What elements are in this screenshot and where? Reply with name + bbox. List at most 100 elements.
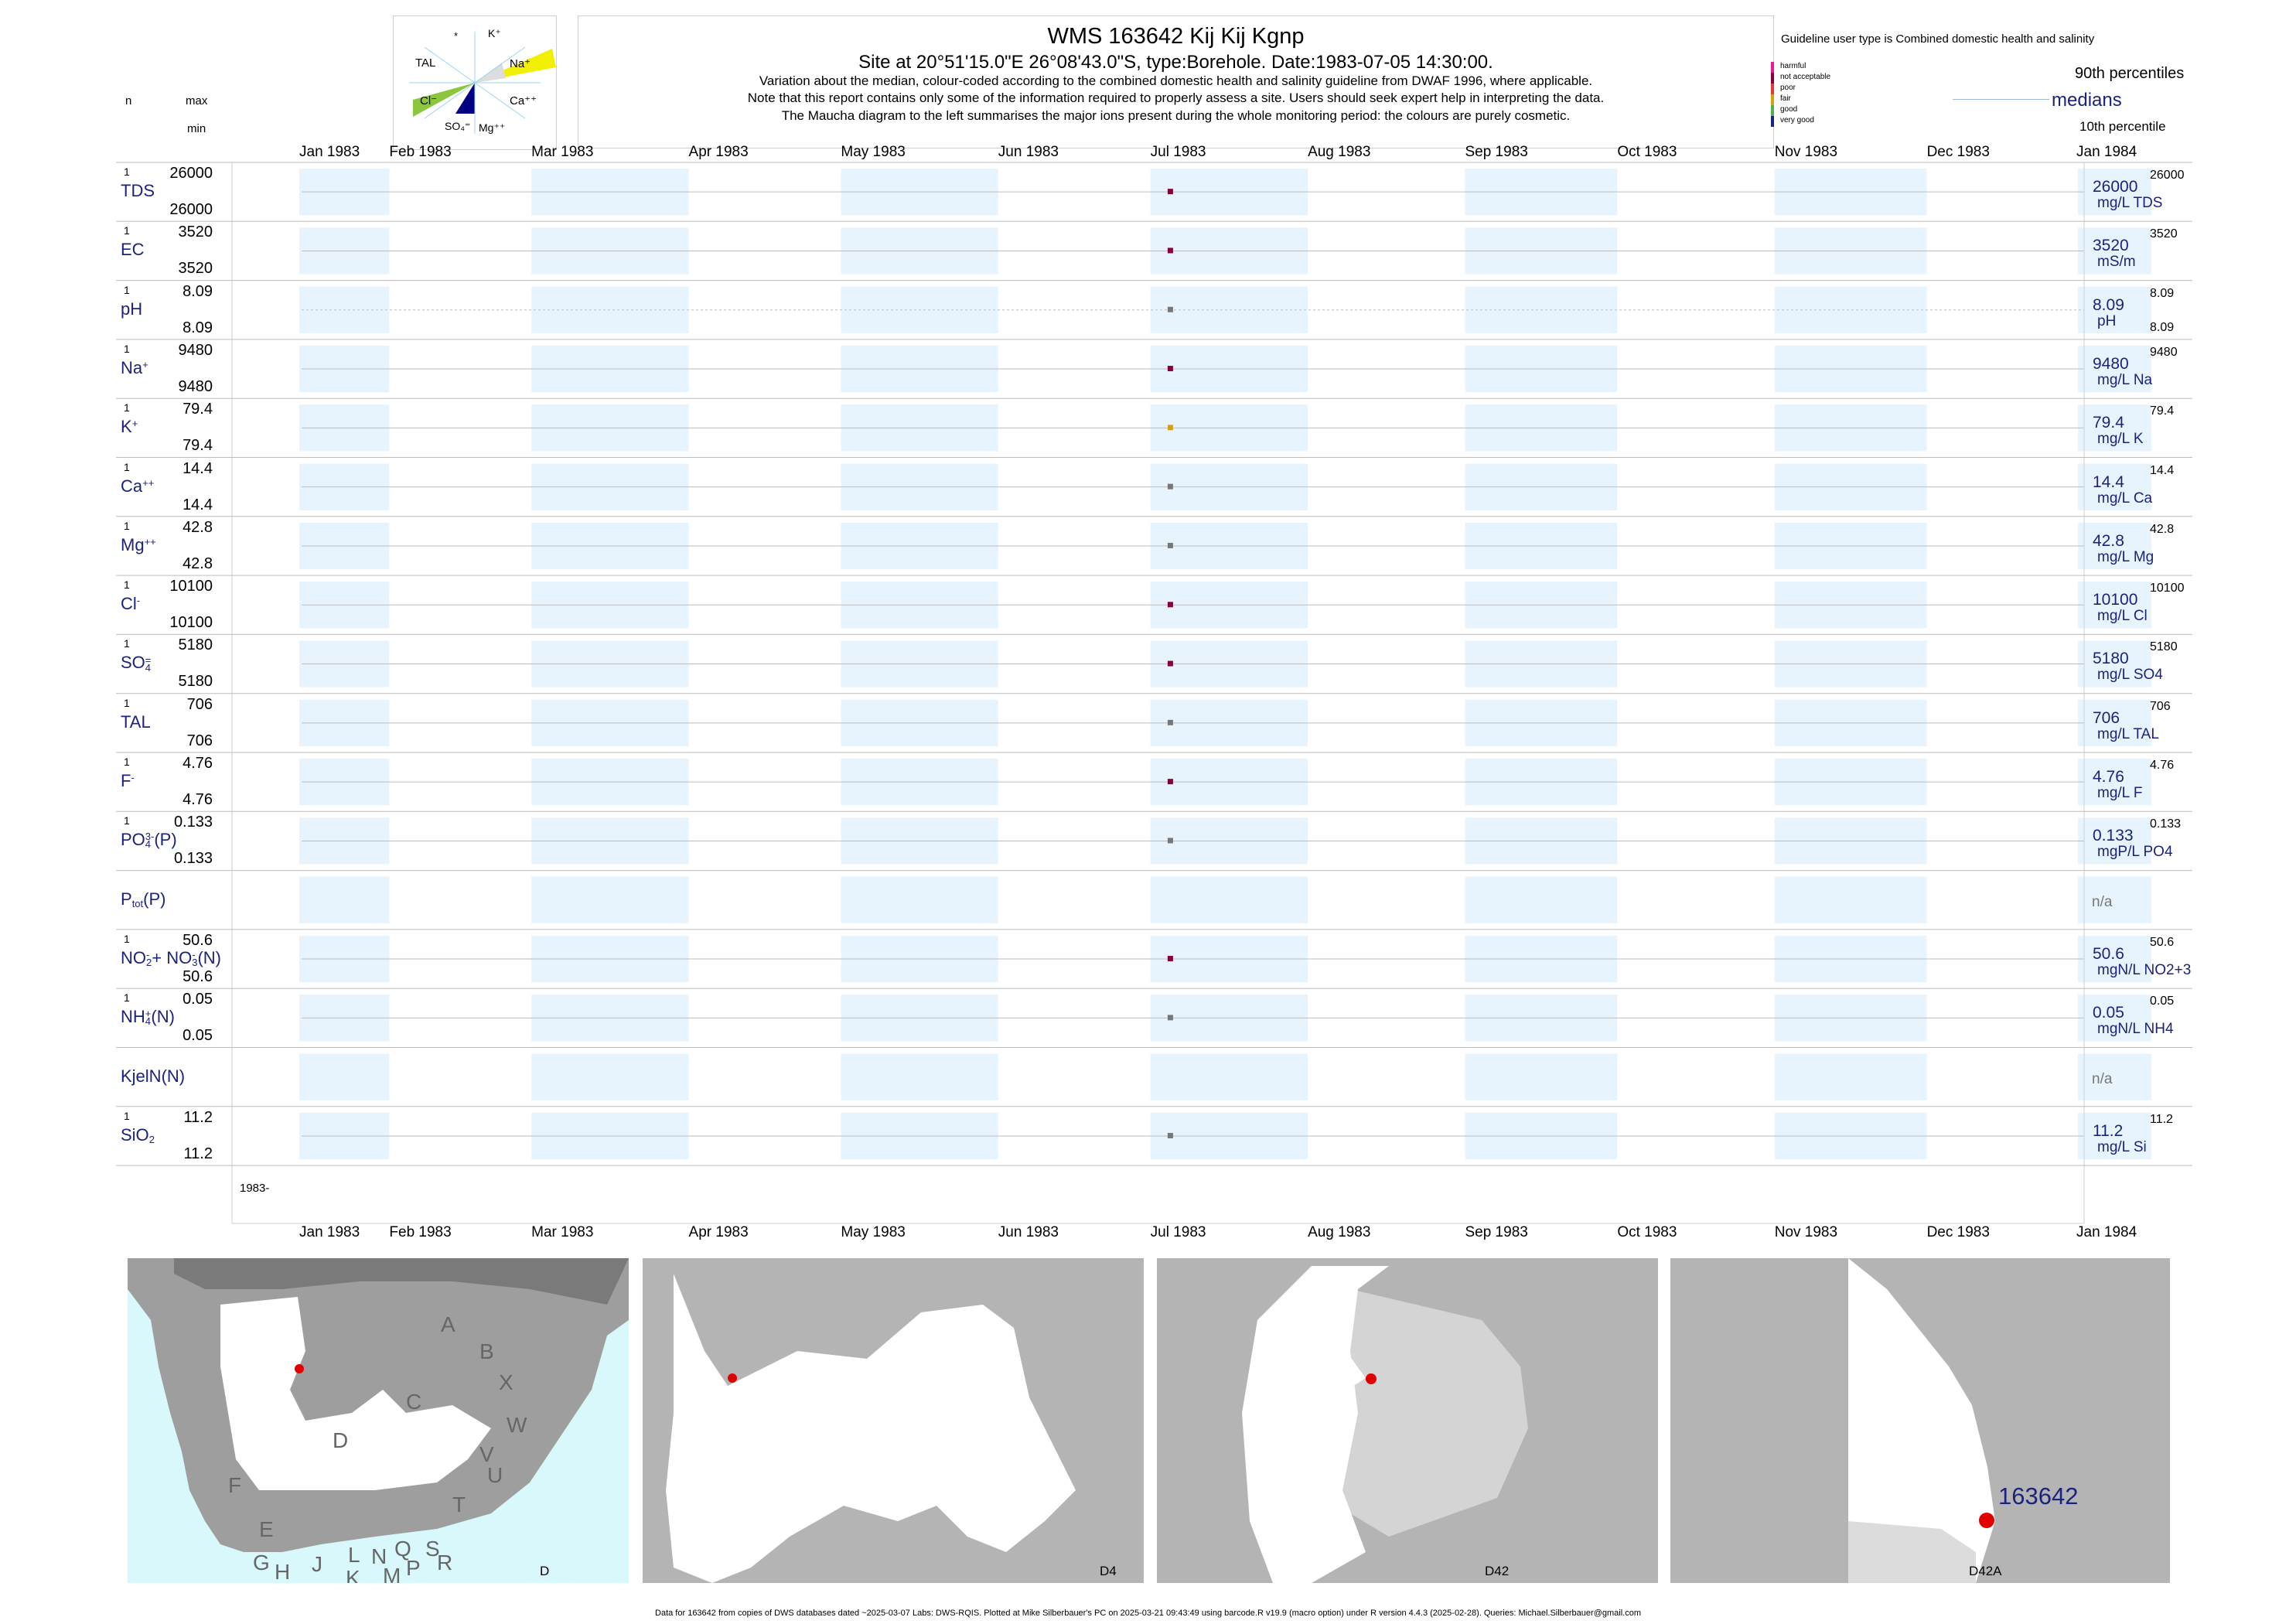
map-region-letter: K <box>346 1566 360 1583</box>
parameter-label: K+ <box>121 417 138 437</box>
map-d42-label: D42 <box>1485 1564 1510 1578</box>
na-label: n/a <box>2092 1070 2113 1087</box>
max-value: 5180 <box>178 636 213 654</box>
report-title: WMS 163642 Kij Kij Kgnp <box>1047 24 1305 49</box>
n-count: 1 <box>124 224 130 237</box>
month-band <box>841 876 998 923</box>
month-band <box>2078 817 2151 865</box>
p10-value: 8.09 <box>2150 320 2175 334</box>
n-count: 1 <box>124 519 130 532</box>
median-value: 11.2 <box>2093 1121 2124 1140</box>
map-region-letter: S <box>425 1537 440 1561</box>
max-value: 9480 <box>178 341 213 359</box>
maucha-label-star: * <box>454 30 459 42</box>
max-value: 0.133 <box>173 814 213 831</box>
map-region-letter: V <box>479 1442 494 1466</box>
data-point <box>1167 483 1173 490</box>
min-value: 50.6 <box>183 967 213 985</box>
month-band <box>2078 463 2151 510</box>
map-region-letter: Q <box>394 1537 411 1561</box>
maucha-label-k: K⁺ <box>488 27 501 39</box>
report-note-1: Variation about the median, colour-coded… <box>759 73 1593 88</box>
parameter-label: TAL <box>121 711 151 732</box>
x-tick-label-bottom: Jul 1983 <box>1150 1224 1206 1240</box>
x-tick-label-bottom: Mar 1983 <box>531 1224 594 1240</box>
data-point <box>1167 1132 1173 1138</box>
median-value: 79.4 <box>2093 414 2124 432</box>
x-tick-label-top: Jan 1984 <box>2076 144 2137 160</box>
median-value: 9480 <box>2093 354 2129 373</box>
n-count: 1 <box>124 401 130 415</box>
unit-label: mg/L K <box>2097 431 2144 448</box>
month-band <box>2078 404 2151 452</box>
data-point <box>1167 602 1173 608</box>
data-point <box>1167 719 1173 725</box>
map-region-letter: X <box>499 1370 513 1394</box>
maucha-diagram: * K⁺ Na⁺ Ca⁺⁺ Mg⁺⁺ SO₄⁼ Cl⁻ TAL <box>393 15 557 150</box>
max-value: 706 <box>186 695 213 713</box>
legend-n: n <box>125 94 132 107</box>
unit-label: mS/m <box>2097 254 2136 271</box>
legend-median-line <box>1953 99 2049 100</box>
x-tick-label-top: Jul 1983 <box>1150 144 1206 160</box>
max-value: 26000 <box>169 165 213 182</box>
map-region-letter: G <box>253 1551 270 1575</box>
parameter-label: pH <box>121 299 143 319</box>
median-value: 3520 <box>2093 237 2129 255</box>
legend-min: min <box>187 122 206 135</box>
maucha-label-ca: Ca⁺⁺ <box>510 94 537 107</box>
unit-label: mgN/L NO2+3 <box>2097 961 2192 978</box>
guideline-category-label: poor <box>1780 84 1796 92</box>
month-band <box>299 876 390 923</box>
x-tick-label-top: Nov 1983 <box>1774 144 1838 160</box>
report-note-2: Note that this report contains only some… <box>747 90 1605 105</box>
data-point <box>1167 306 1173 312</box>
month-band <box>1150 1053 1308 1100</box>
guideline-category-label: not acceptable <box>1780 73 1831 81</box>
x-tick-label-top: Oct 1983 <box>1617 144 1677 160</box>
x-tick-label-bottom: Nov 1983 <box>1774 1224 1838 1240</box>
map-region-letter: M <box>383 1564 401 1583</box>
data-point <box>1167 189 1173 195</box>
guideline-title: Guideline user type is Combined domestic… <box>1781 32 2095 46</box>
max-value: 3520 <box>178 223 213 241</box>
month-band <box>2078 995 2151 1042</box>
month-band <box>1465 876 1618 923</box>
guideline-swatch-3 <box>1771 94 1774 105</box>
month-band <box>531 876 689 923</box>
x-tick-label-bottom: Feb 1983 <box>389 1224 452 1240</box>
month-band <box>1465 1053 1618 1100</box>
unit-label: mgN/L NH4 <box>2097 1021 2174 1038</box>
n-count: 1 <box>124 578 130 592</box>
month-band <box>2078 759 2151 806</box>
map-region-letter: F <box>228 1473 242 1497</box>
map-region-letter: C <box>406 1390 422 1414</box>
month-band <box>1774 1053 1927 1100</box>
map-site-label: 163642 <box>1998 1482 2079 1510</box>
unit-label: mg/L Na <box>2097 371 2153 388</box>
x-tick-label-top: Jun 1983 <box>998 144 1059 160</box>
min-value: 8.09 <box>183 319 213 336</box>
unit-label: mg/L TAL <box>2097 725 2159 742</box>
parameter-label: P tot(P) <box>121 889 166 909</box>
x-tick-label-top: Mar 1983 <box>531 144 594 160</box>
parameter-label: PO3- 4 (P) <box>121 830 177 851</box>
maucha-svg <box>409 32 556 134</box>
min-value: 3520 <box>178 260 213 278</box>
x-tick-label-bottom: Sep 1983 <box>1465 1224 1528 1240</box>
median-value: 14.4 <box>2093 473 2124 491</box>
x-tick-label-bottom: Apr 1983 <box>688 1224 749 1240</box>
month-band <box>1774 286 1927 333</box>
map-region-letter: R <box>437 1551 453 1575</box>
median-value: 706 <box>2093 708 2120 727</box>
month-band <box>2078 286 2151 333</box>
p90-value: 4.76 <box>2150 759 2175 772</box>
p90-value: 50.6 <box>2150 935 2175 949</box>
parameter-label: Mg++ <box>121 534 156 554</box>
map-d42a-svg <box>1670 1258 2170 1583</box>
min-value: 0.133 <box>173 850 213 868</box>
data-point <box>1167 425 1173 431</box>
median-value: 42.8 <box>2093 531 2124 550</box>
x-year-label: 1983- <box>240 1182 270 1195</box>
min-value: 11.2 <box>183 1145 213 1162</box>
